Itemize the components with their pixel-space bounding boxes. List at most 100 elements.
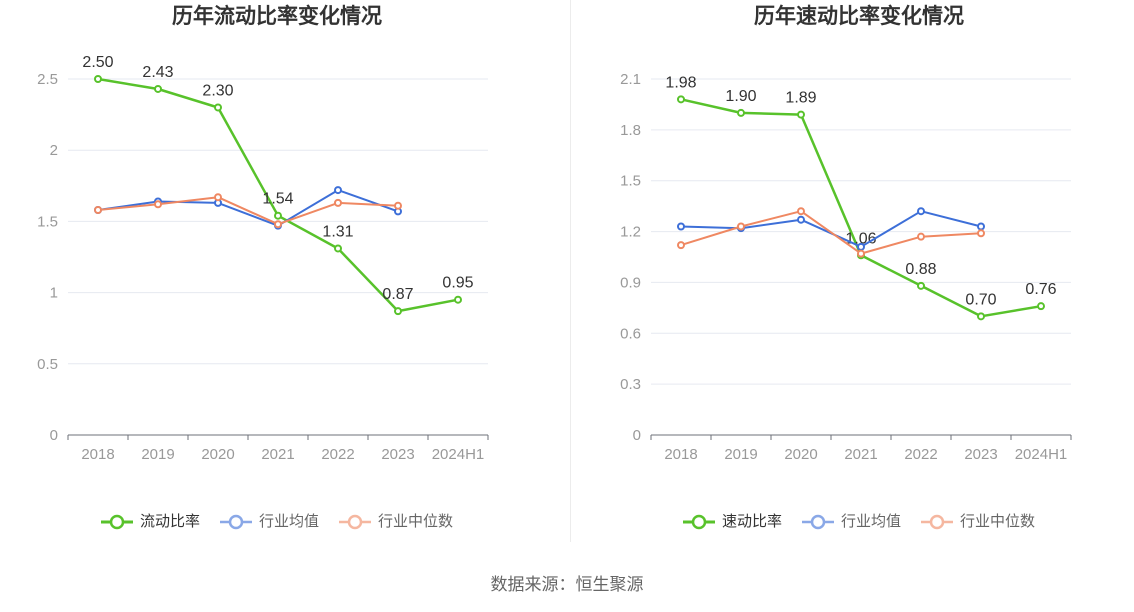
chart-1-series-1-point[interactable] — [94, 75, 102, 83]
chart-2-series-1-point[interactable] — [917, 281, 925, 290]
chart-1-series-1-data-label: 2.50 — [82, 54, 113, 71]
chart-1-y-tick-label: 0 — [50, 427, 58, 444]
chart-2-legend-item-3[interactable]: 行业中位数 — [921, 511, 1035, 533]
chart-2-x-tick-label: 2019 — [724, 446, 757, 463]
chart-2-series-1-point[interactable] — [737, 108, 745, 117]
chart-1-series-1-point[interactable] — [154, 84, 162, 93]
chart-1-x-tick-label: 2024H1 — [432, 446, 485, 463]
chart-1-legend-label-2: 行业均值 — [258, 513, 319, 530]
chart-1-series-1-point[interactable] — [394, 307, 402, 316]
legend-line-circle-icon — [100, 514, 133, 530]
chart-1-legend-label-3: 行业中位数 — [378, 513, 454, 530]
chart-1-series-3 — [94, 193, 402, 229]
chart-2-x-tick-label: 2021 — [844, 446, 877, 463]
chart-2-legend-label-2: 行业均值 — [840, 513, 901, 530]
chart-2-series-3-line — [680, 210, 982, 255]
data-source-footer: 数据来源：恒生聚源 — [490, 575, 644, 594]
chart-2-series-1-line — [680, 98, 1042, 318]
chart-2-series-3-point[interactable] — [917, 232, 925, 241]
chart-2-plot-area: 0 0.3 0.6 0.9 1.2 1.5 1.8 2.1 2018 2019 2020 2021 20… — [620, 71, 1072, 463]
chart-2-y-tick-label: 1.2 — [620, 224, 641, 241]
chart-1-series-3-point[interactable] — [274, 220, 282, 229]
chart-1-series-1-data-label: 2.30 — [202, 82, 233, 99]
chart-1-series-1-data-label: 0.87 — [382, 286, 413, 303]
chart-1-series-1-data-label: 1.31 — [322, 223, 353, 240]
legend-line-circle-icon — [219, 514, 252, 530]
chart-1-series-3-point[interactable] — [94, 206, 102, 215]
chart-2-series-1-data-label: 1.89 — [785, 90, 816, 107]
chart-1-series-1-data-label: 1.54 — [262, 191, 293, 208]
chart-1-series-3-line — [97, 196, 399, 226]
chart-2-series-1-point[interactable] — [977, 312, 985, 321]
chart-divider — [570, 0, 571, 542]
chart-1-y-tick-label: 1 — [50, 285, 58, 302]
chart-1-series-1-point[interactable] — [334, 244, 342, 253]
chart-1-y-tick-label: 2.5 — [37, 71, 58, 88]
chart-1-legend-label-1: 流动比率 — [139, 513, 200, 530]
chart-2-series-1-data-label: 0.70 — [965, 291, 996, 308]
chart-1-x-tick-label: 2023 — [381, 446, 414, 463]
chart-2-x-tick-label: 2018 — [664, 446, 697, 463]
chart-1-series-1-point[interactable] — [214, 103, 222, 112]
chart-1-series-1-data-label: 2.43 — [142, 64, 173, 81]
legend-line-circle-icon — [801, 514, 834, 530]
chart-2-series-1-point[interactable] — [797, 110, 805, 119]
chart-1-legend: 流动比率 行业均值 行业中位数 — [27, 511, 527, 533]
chart-2-y-tick-label: 0 — [633, 427, 641, 444]
chart-2-y-tick-label: 1.5 — [620, 173, 641, 190]
chart-1-series-3-point[interactable] — [334, 198, 342, 207]
legend-line-circle-icon — [339, 514, 371, 530]
chart-2-series-3-point[interactable] — [857, 249, 865, 258]
chart-1-y-tick-label: 1.5 — [37, 213, 58, 230]
chart-2-y-tick-label: 1.8 — [620, 122, 641, 139]
chart-2-legend-item-2[interactable]: 行业均值 — [801, 511, 901, 533]
chart-2-x-tick-label: 2020 — [784, 446, 817, 463]
chart-1-x-tick-label: 2020 — [201, 446, 234, 463]
chart-1-series-1: 2.50 2.43 2.30 1.54 1.31 0.87 0.95 — [82, 54, 474, 316]
chart-2-series-1-data-label: 1.98 — [665, 74, 696, 91]
chart-1-series-2-line — [97, 189, 399, 227]
chart-2-y-tick-label: 0.9 — [620, 274, 641, 291]
chart-1-series-3-point[interactable] — [214, 193, 222, 202]
chart-1-legend-item-3[interactable]: 行业中位数 — [339, 511, 453, 533]
legend-line-circle-icon — [682, 514, 715, 530]
chart-1-x-tick-label: 2021 — [261, 446, 294, 463]
chart-1-series-1-point[interactable] — [454, 295, 462, 304]
chart-1-plot-area: 0 0.5 1 1.5 2 2.5 2018 2019 2020 2021 2022 2023 2024… — [37, 54, 489, 463]
chart-1-legend-item-2[interactable]: 行业均值 — [219, 511, 319, 533]
chart-2-title: 历年速动比率变化情况 — [754, 5, 964, 28]
chart-2-legend: 速动比率 行业均值 行业中位数 — [609, 511, 1109, 533]
chart-2-series-2-point[interactable] — [857, 242, 865, 251]
chart-2-series-2-point[interactable] — [917, 207, 925, 216]
chart-2-series-3-point[interactable] — [677, 241, 685, 250]
chart-1-x-tick-label: 2018 — [81, 446, 114, 463]
chart-2-x-tick-label: 2022 — [904, 446, 937, 463]
chart-2-series-1-data-label: 0.76 — [1025, 281, 1056, 298]
chart-1-legend-item-1[interactable]: 流动比率 — [100, 511, 200, 533]
chart-2-series-3-point[interactable] — [737, 222, 745, 231]
chart-2-series-2-line — [680, 210, 982, 248]
chart-2-legend-label-1: 速动比率 — [721, 513, 782, 530]
chart-2-x-tick-label: 2023 — [964, 446, 997, 463]
chart-2-x-tick-label: 2024H1 — [1015, 446, 1068, 463]
chart-2-legend-label-3: 行业中位数 — [960, 513, 1036, 530]
chart-2-series-2-point[interactable] — [797, 215, 805, 224]
chart-2-series-3-point[interactable] — [797, 207, 805, 216]
chart-1-series-1-point[interactable] — [274, 211, 282, 220]
chart-2-series-1-point[interactable] — [677, 95, 685, 104]
chart-1-series-3-point[interactable] — [394, 201, 402, 210]
chart-2-series-2-point[interactable] — [677, 222, 685, 231]
chart-2-y-tick-label: 0.3 — [620, 376, 641, 393]
chart-2-series-1-point[interactable] — [1037, 302, 1045, 311]
chart-2-series-2-point[interactable] — [977, 222, 985, 231]
chart-1-series-1-data-label: 0.95 — [442, 275, 473, 292]
chart-1-title: 历年流动比率变化情况 — [172, 5, 382, 28]
chart-1-series-2 — [94, 186, 402, 230]
chart-2-series-1-data-label: 0.88 — [905, 261, 936, 278]
chart-1-series-3-point[interactable] — [154, 200, 162, 209]
chart-2-legend-item-1[interactable]: 速动比率 — [682, 511, 782, 533]
chart-2-series-3-point[interactable] — [977, 229, 985, 238]
chart-1-series-2-point[interactable] — [334, 186, 342, 195]
chart-2-y-tick-label: 0.6 — [620, 325, 641, 342]
